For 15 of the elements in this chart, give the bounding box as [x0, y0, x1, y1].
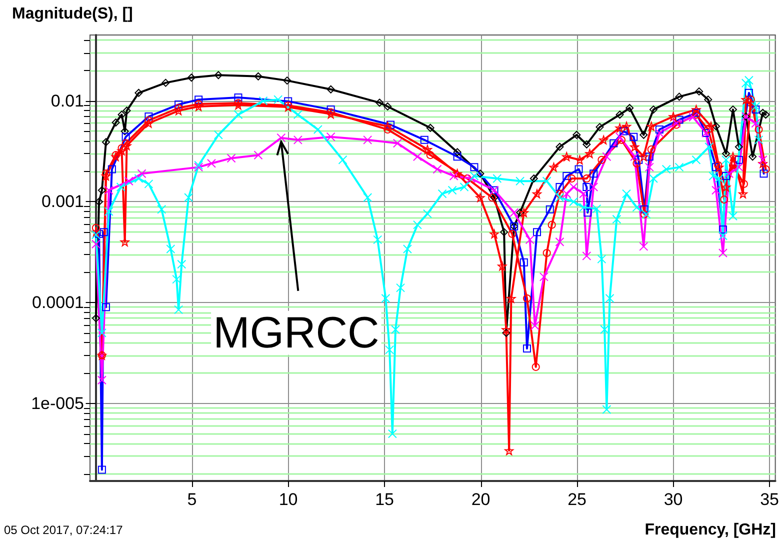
- x-tick-label: 20: [471, 490, 490, 509]
- y-tick-label: 0.001: [41, 192, 84, 212]
- y-tick-label: 1e-005: [31, 394, 84, 413]
- x-tick-label: 30: [664, 490, 683, 509]
- x-tick-label: 25: [568, 490, 586, 509]
- x-tick-label: 5: [187, 490, 197, 509]
- annotation: MGRCC: [213, 308, 380, 358]
- x-tick-label: 15: [375, 490, 394, 509]
- y-axis-title: Magnitude(S), []: [12, 6, 133, 22]
- x-axis-title: Frequency, [GHz]: [644, 522, 776, 538]
- y-tick-label: 0.0001: [32, 293, 84, 312]
- x-tick-label: 10: [278, 490, 298, 509]
- y-tick-label: 0.01: [50, 91, 84, 110]
- text: 05 Oct 2017, 07:24:17: [4, 523, 124, 537]
- x-tick-label: 35: [760, 490, 780, 509]
